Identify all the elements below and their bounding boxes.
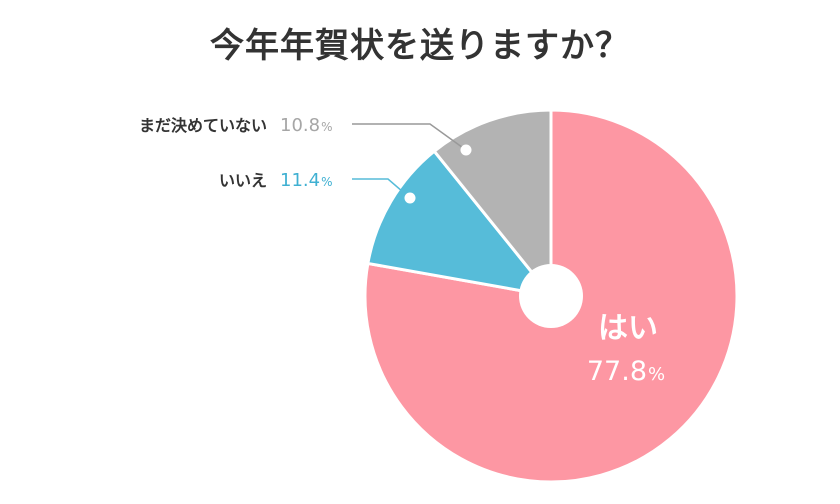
chart-title: 今年年賀状を送りますか？ bbox=[210, 26, 630, 66]
slice-label-yes: はい bbox=[598, 311, 658, 346]
leader-line-no bbox=[352, 178, 411, 199]
pie-slice-undecided bbox=[432, 108, 553, 298]
slice-label-no: いいえ bbox=[219, 171, 267, 190]
pie-slice-no bbox=[366, 149, 553, 298]
slice-value-yes: 77.8% bbox=[587, 356, 665, 387]
slice-value-no: 11.4% bbox=[280, 170, 332, 191]
slice-label-undecided: まだ決めていない bbox=[139, 116, 267, 135]
leader-line-undecided bbox=[352, 123, 467, 151]
slice-value-undecided: 10.8% bbox=[280, 115, 332, 136]
pie-center-hole bbox=[519, 264, 583, 328]
leader-dot-undecided bbox=[460, 144, 472, 156]
leader-dot-no bbox=[404, 192, 416, 204]
